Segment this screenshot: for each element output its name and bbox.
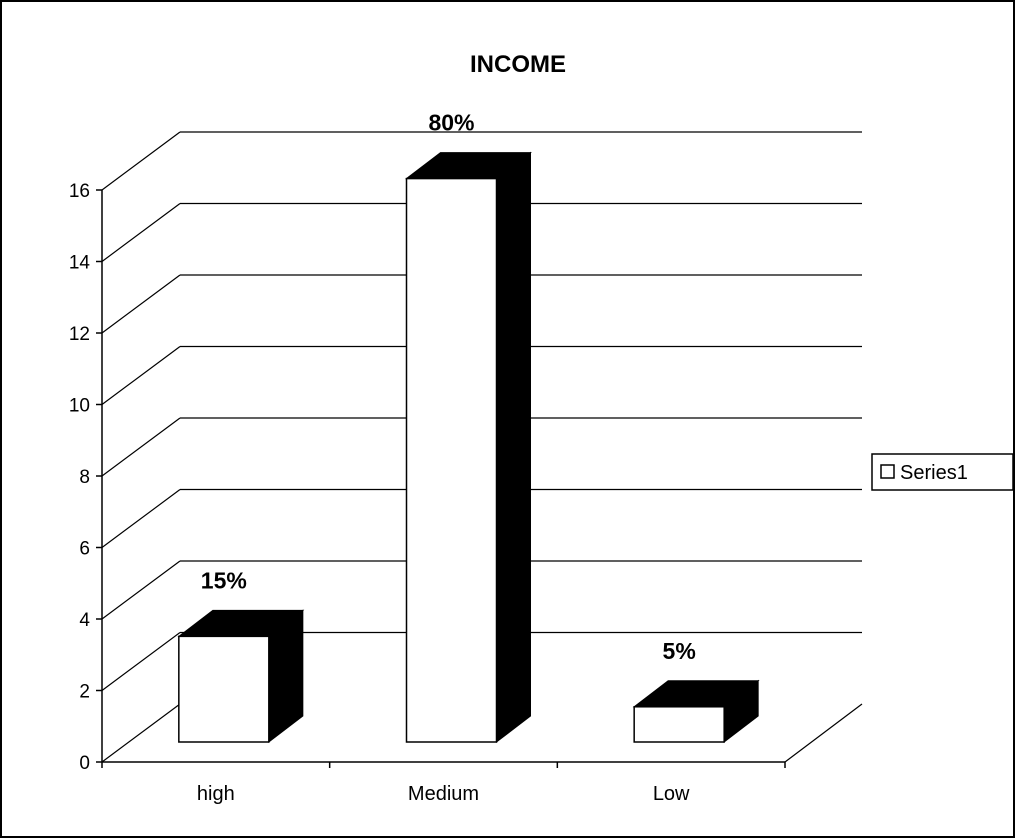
y-tick-label: 6: [79, 539, 90, 560]
y-tick-label: 16: [69, 181, 90, 202]
bar: [405, 177, 498, 743]
label-layer: 15% high 80% Medium 5% Low: [197, 110, 696, 805]
side-gridline: [101, 203, 181, 262]
legend-label: Series1: [900, 462, 968, 484]
x-category-label: Medium: [408, 783, 479, 805]
legend-box: [871, 453, 1013, 491]
bar: [178, 635, 270, 743]
bar-group: [177, 609, 305, 744]
y-tick-label: 8: [79, 467, 90, 488]
side-gridline: [101, 131, 181, 191]
legend-swatch: [880, 464, 895, 479]
y-tick-label: 0: [79, 753, 90, 774]
x-category-label: Low: [653, 783, 690, 805]
bar: [633, 706, 725, 743]
axis-layer: 0 2 4 6 8 10 12 14 16: [69, 181, 786, 774]
x-category-label: high: [197, 783, 235, 805]
side-gridline: [101, 703, 181, 763]
y-tick-label: 12: [69, 324, 90, 345]
side-gridline: [101, 274, 181, 334]
side-gridline: [101, 417, 181, 477]
side-gridline: [101, 346, 181, 405]
chart-title: INCOME: [470, 51, 566, 78]
y-tick-label: 10: [69, 396, 90, 417]
data-label: 5%: [663, 638, 696, 664]
bar-side: [496, 151, 531, 744]
legend: Series1: [871, 453, 1013, 491]
y-tick-label: 2: [79, 682, 90, 703]
side-gridline: [101, 632, 181, 691]
bar-layer: [177, 151, 760, 744]
side-gridline: [101, 489, 181, 548]
data-label: 15%: [201, 567, 247, 593]
bar-group: [632, 679, 760, 744]
floor-edge: [784, 703, 863, 763]
bar-group: [405, 151, 532, 744]
y-tick-label: 14: [69, 253, 91, 274]
y-tick-label: 4: [79, 610, 90, 631]
side-gridline: [101, 560, 181, 620]
data-label: 80%: [428, 110, 474, 136]
